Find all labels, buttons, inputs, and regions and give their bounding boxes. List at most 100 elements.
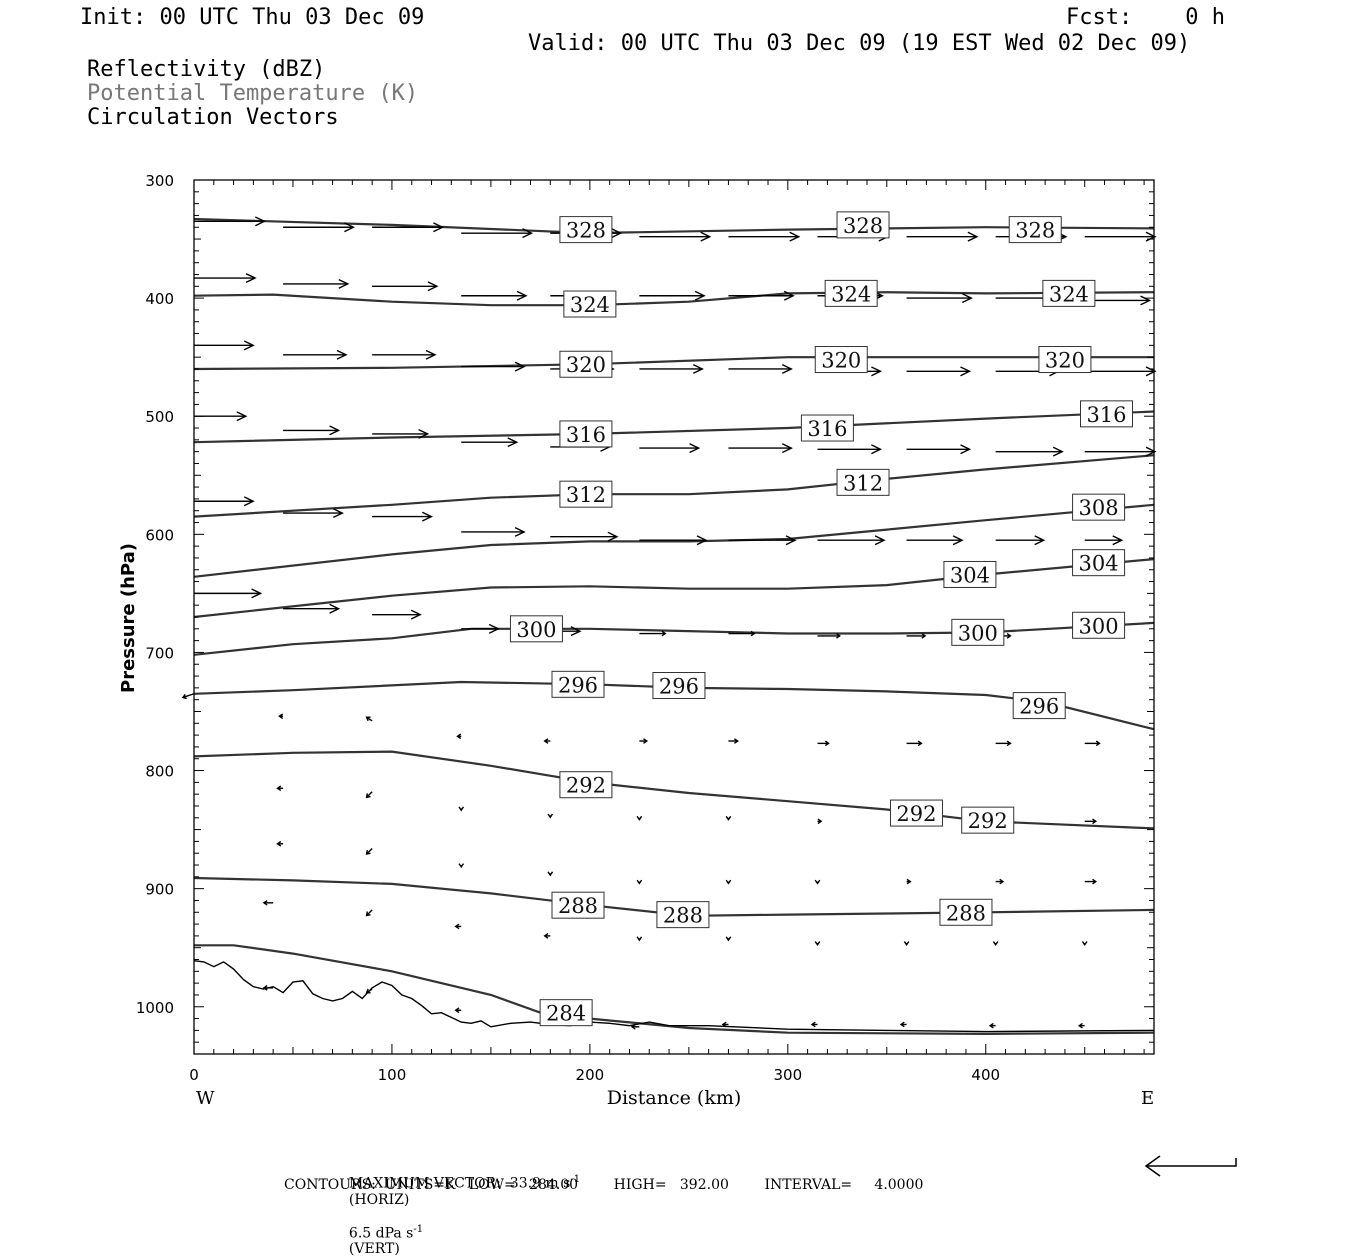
vector-head [921, 633, 927, 639]
vector-head [543, 738, 549, 744]
contour-label-320-2: 320 [1038, 346, 1092, 374]
contour-label-text: 288 [558, 894, 598, 918]
contour-label-text: 308 [1079, 496, 1119, 520]
contour-284 [194, 944, 1155, 1036]
vector-arrow-21 [1084, 295, 1152, 306]
vector-head [636, 879, 643, 885]
vector-arrow-32 [1084, 366, 1157, 377]
vector-arrow-108 [365, 988, 373, 994]
contour-label-text: 304 [950, 563, 990, 587]
contour-label-box [652, 672, 706, 700]
vector-arrow-23 [283, 349, 348, 360]
vector-head [781, 363, 793, 374]
vector-head [543, 933, 549, 939]
contour-label-text: 328 [843, 214, 883, 238]
contour-label-312-0: 312 [559, 480, 613, 508]
vector-arrow-105 [992, 941, 999, 947]
vector-arrow-48 [550, 531, 619, 542]
vector-head [245, 273, 257, 284]
contour-label-312-1: 312 [836, 468, 890, 496]
vector-head [1077, 1022, 1083, 1029]
vector-head [365, 849, 371, 855]
vector-head [725, 936, 732, 942]
vector-head [903, 941, 910, 947]
vector-head [630, 1024, 636, 1030]
y-tick-label-600: 600 [145, 526, 174, 544]
vector-head [365, 716, 371, 722]
x-tick-label-200: 200 [576, 1066, 605, 1084]
vector-arrow-47 [461, 526, 526, 537]
contour-label-box [563, 290, 617, 318]
vector-head [278, 713, 284, 720]
vector-head [516, 290, 528, 301]
contour-label-text: 312 [843, 471, 883, 495]
contour-label-box [559, 420, 613, 448]
vector-arrow-107 [262, 985, 274, 991]
contour-label-288-2: 288 [939, 898, 993, 926]
contour-label-text: 320 [566, 353, 606, 377]
vector-head [725, 815, 732, 821]
axes-group: 0 100 200 300 400 300 400 500 600 700 800 900 1000 [136, 172, 1155, 1084]
vector-arrow-79 [458, 806, 465, 812]
vector-head [835, 633, 841, 639]
vector-head [1006, 633, 1012, 639]
vector-head [365, 793, 371, 799]
contour-label-text: 300 [958, 621, 998, 645]
vector-arrow-96 [1084, 878, 1098, 885]
vector-arrow-112 [721, 1021, 729, 1028]
vector-head [427, 281, 439, 292]
contour-label-text: 316 [566, 423, 606, 447]
vector-head [421, 511, 433, 522]
vector-arrow-102 [725, 936, 732, 942]
vector-arrow-25 [461, 361, 526, 372]
vector-head [547, 813, 554, 819]
vector-arrow-57 [372, 609, 422, 620]
contour-label-300-2: 300 [1072, 611, 1126, 639]
vector-head [418, 428, 430, 439]
vector-head [433, 222, 445, 233]
vector-arrow-91 [636, 879, 643, 885]
contour-label-text: 296 [659, 675, 699, 699]
vector-head [251, 588, 263, 599]
valid-time: Valid: 00 UTC Thu 03 Dec 09 (19 EST Wed … [528, 31, 1191, 56]
vector-head [636, 815, 643, 821]
x-tick-label-0: 0 [189, 1066, 199, 1084]
vector-arrow-103 [814, 941, 821, 947]
vector-arrow-94 [906, 878, 912, 885]
contour-320 [193, 356, 1154, 371]
vector-arrow-28 [728, 363, 793, 374]
vector-head [570, 626, 582, 637]
x-tick-label-400: 400 [971, 1066, 1000, 1084]
contour-label-text: 324 [1049, 282, 1089, 306]
vector-arrow-35 [372, 428, 430, 439]
vector-head [1034, 535, 1046, 546]
contour-label-box [1079, 400, 1133, 428]
vector-head [636, 936, 643, 942]
vector-head [874, 535, 886, 546]
vector-head [871, 444, 883, 455]
contour-label-box [1042, 279, 1096, 307]
vector-head [960, 366, 972, 377]
vector-head [547, 871, 554, 877]
vector-head [692, 363, 704, 374]
vector-head [1145, 231, 1157, 242]
vector-arrow-24 [372, 349, 437, 360]
vector-head [871, 366, 883, 377]
x-axis-label: Distance (km) [607, 1087, 742, 1109]
contour-label-300-1: 300 [951, 618, 1005, 646]
vector-head [952, 535, 964, 546]
contour-label-316-0: 316 [559, 420, 613, 448]
vector-arrow-111 [630, 1024, 640, 1030]
contour-300 [193, 621, 1155, 656]
vector-head [810, 1021, 816, 1028]
contour-label-308-0: 308 [1072, 493, 1126, 521]
vector-head [967, 231, 979, 242]
vector-head [1006, 740, 1012, 747]
vector-head [917, 740, 923, 747]
x-end-label-east: E [1141, 1088, 1154, 1109]
vector-head [1052, 446, 1064, 457]
vector-head [733, 738, 739, 744]
vector-arrow-73 [817, 740, 830, 747]
contour-label-text: 296 [1019, 695, 1059, 719]
vector-arrow-34 [283, 425, 341, 436]
